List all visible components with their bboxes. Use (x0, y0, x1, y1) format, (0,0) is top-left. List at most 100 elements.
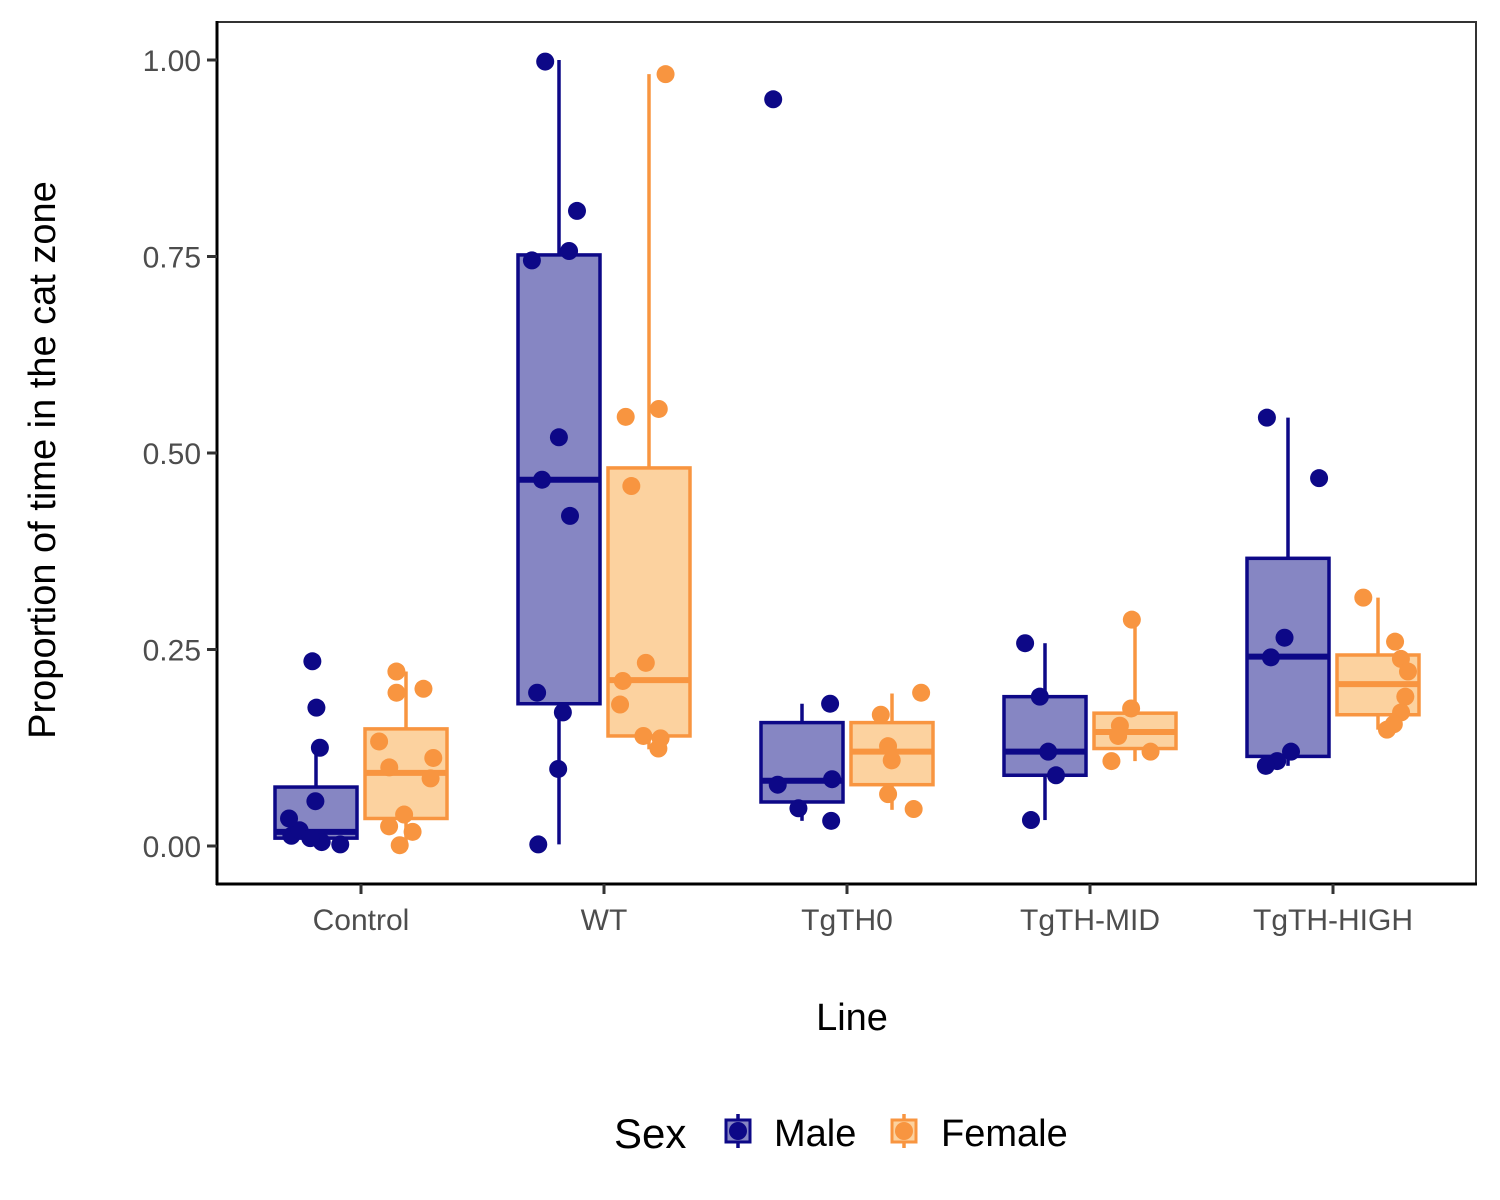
legend-label-male: Male (774, 1113, 856, 1155)
legend: Sex Male Female (614, 1110, 1068, 1157)
legend-label-female: Female (941, 1113, 1068, 1155)
y-tick-label: 0.25 (143, 635, 201, 668)
data-point-male-0-1 (310, 738, 329, 757)
data-point-female-1-1 (649, 399, 668, 418)
x-tick-label: Control (313, 904, 410, 937)
data-point-female-3-4 (1141, 742, 1160, 761)
data-point-male-1-10 (529, 835, 548, 854)
axes: 0.00 0.25 0.50 0.75 1.00 Control WT TgTH0 TgTH-M… (143, 45, 1413, 937)
plot-marks (273, 52, 1421, 855)
x-tick-label: TgTH-HIGH (1253, 904, 1413, 937)
data-point-male-2-4 (789, 799, 808, 818)
data-point-female-1-9 (649, 739, 668, 758)
x-axis-title: Line (816, 997, 888, 1039)
data-point-male-4-3 (1261, 648, 1280, 667)
data-point-male-2-2 (823, 770, 842, 789)
data-point-female-2-5 (904, 800, 923, 819)
legend-key-male (724, 1114, 752, 1148)
data-point-male-3-0 (1016, 634, 1035, 653)
x-tick-label: TgTH-MID (1020, 904, 1160, 937)
data-point-female-0-8 (380, 817, 399, 836)
data-point-female-4-3 (1398, 662, 1417, 681)
data-point-female-3-5 (1102, 752, 1121, 771)
data-point-female-2-3 (882, 751, 901, 770)
data-point-male-4-6 (1256, 756, 1275, 775)
y-tick-label: 1.00 (143, 45, 201, 78)
data-point-female-0-6 (421, 769, 440, 788)
boxplot-male-3 (1002, 643, 1088, 821)
data-point-female-2-4 (879, 785, 898, 804)
data-point-male-1-7 (528, 683, 547, 702)
data-point-male-3-4 (1021, 811, 1040, 830)
data-point-female-3-3 (1109, 726, 1128, 745)
data-point-female-3-1 (1122, 699, 1141, 718)
y-tick-label: 0.50 (143, 438, 201, 471)
data-point-female-0-3 (370, 732, 389, 751)
data-point-male-0-4 (303, 652, 322, 671)
box-iqr (1002, 694, 1088, 778)
data-point-female-0-2 (387, 662, 406, 681)
data-point-male-4-2 (1275, 628, 1294, 647)
data-point-female-0-7 (395, 805, 414, 824)
data-point-female-1-0 (656, 65, 675, 84)
x-tick-label: TgTH0 (801, 904, 893, 937)
data-point-male-1-6 (561, 506, 580, 525)
data-point-female-1-4 (636, 653, 655, 672)
data-point-male-4-1 (1310, 469, 1329, 488)
data-point-female-1-6 (611, 695, 630, 714)
data-point-male-3-2 (1039, 742, 1058, 761)
data-point-female-2-0 (912, 683, 931, 702)
legend-keys (724, 1114, 918, 1148)
data-point-male-1-4 (549, 428, 568, 447)
data-point-male-2-5 (822, 811, 841, 830)
data-point-female-1-7 (634, 726, 653, 745)
boxplot-male-4 (1245, 417, 1331, 766)
data-point-male-1-5 (533, 470, 552, 489)
data-point-male-1-3 (522, 251, 541, 270)
data-point-male-0-7 (331, 835, 350, 854)
legend-key-point (729, 1122, 747, 1140)
data-point-male-1-9 (549, 759, 568, 778)
data-point-female-4-7 (1377, 720, 1396, 739)
y-axis-title: Proportion of time in the cat zone (22, 181, 64, 739)
data-point-female-0-10 (390, 836, 409, 855)
data-point-male-4-0 (1257, 408, 1276, 427)
legend-key-female (890, 1114, 918, 1148)
data-point-male-2-0 (764, 90, 783, 109)
data-point-female-4-4 (1396, 687, 1415, 706)
data-point-female-0-5 (380, 758, 399, 777)
data-point-male-2-1 (821, 694, 840, 713)
data-point-male-1-0 (536, 52, 555, 71)
boxplot-female-3 (1092, 619, 1178, 762)
data-point-male-0-5 (307, 698, 326, 717)
legend-key-point (895, 1122, 913, 1140)
y-tick-label: 0.00 (143, 831, 201, 864)
data-point-male-1-8 (553, 703, 572, 722)
data-point-female-4-1 (1386, 632, 1405, 651)
data-point-male-3-3 (1046, 766, 1065, 785)
data-point-female-1-3 (622, 477, 641, 496)
data-point-female-1-2 (616, 407, 635, 426)
data-point-male-1-2 (560, 241, 579, 260)
data-point-female-2-1 (871, 705, 890, 724)
data-point-female-0-0 (414, 679, 433, 698)
data-point-female-1-5 (613, 671, 632, 690)
data-point-male-2-3 (768, 775, 787, 794)
data-point-male-1-1 (568, 201, 587, 220)
data-point-female-0-1 (387, 683, 406, 702)
boxplot-male-1 (516, 60, 602, 845)
box-iqr (606, 466, 692, 738)
y-tick-label: 0.75 (143, 242, 201, 275)
data-point-male-0-6 (280, 809, 299, 828)
data-point-male-4-4 (1282, 742, 1301, 761)
data-point-female-3-0 (1122, 610, 1141, 629)
legend-title: Sex (614, 1110, 686, 1157)
data-point-male-3-1 (1030, 687, 1049, 706)
data-point-male-0-9 (301, 829, 320, 848)
data-point-female-4-0 (1354, 588, 1373, 607)
data-point-female-0-4 (424, 748, 443, 767)
data-point-male-0-0 (306, 792, 325, 811)
data-point-female-2-2 (879, 737, 898, 756)
boxplot-female-1 (606, 74, 692, 750)
